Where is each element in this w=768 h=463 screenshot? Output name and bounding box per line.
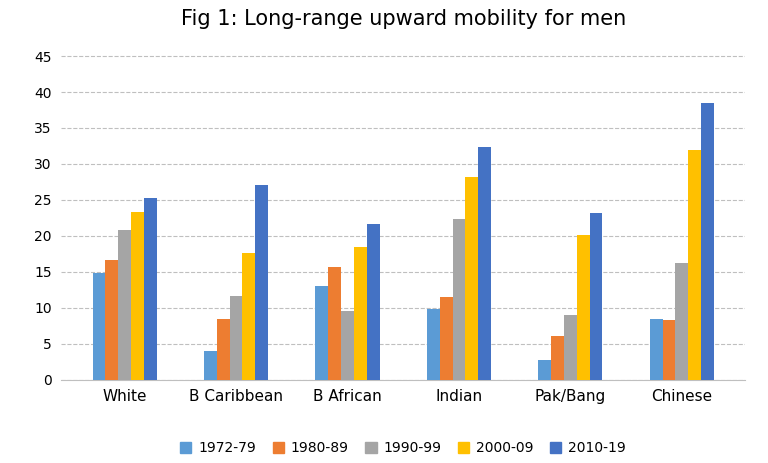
Bar [663, 320, 675, 380]
Bar [650, 319, 663, 380]
Bar [118, 230, 131, 380]
Bar [204, 351, 217, 380]
Bar [538, 360, 551, 380]
Bar [564, 315, 577, 380]
Bar [577, 235, 590, 380]
Bar [452, 219, 465, 380]
Bar [440, 297, 452, 380]
Bar [144, 199, 157, 380]
Bar [243, 253, 255, 380]
Bar [328, 267, 341, 380]
Bar [316, 286, 328, 380]
Bar [478, 147, 491, 380]
Bar [427, 309, 440, 380]
Bar [131, 212, 144, 380]
Bar [465, 177, 478, 380]
Bar [105, 260, 118, 380]
Bar [701, 103, 714, 380]
Bar [366, 224, 379, 380]
Bar [675, 263, 688, 380]
Bar [354, 247, 366, 380]
Bar [92, 273, 105, 380]
Bar [255, 186, 268, 380]
Bar [341, 311, 354, 380]
Bar [230, 295, 243, 380]
Title: Fig 1: Long-range upward mobility for men: Fig 1: Long-range upward mobility for me… [180, 9, 626, 29]
Bar [217, 319, 230, 380]
Bar [688, 150, 701, 380]
Legend: 1972-79, 1980-89, 1990-99, 2000-09, 2010-19: 1972-79, 1980-89, 1990-99, 2000-09, 2010… [176, 437, 631, 460]
Bar [590, 213, 602, 380]
Bar [551, 336, 564, 380]
